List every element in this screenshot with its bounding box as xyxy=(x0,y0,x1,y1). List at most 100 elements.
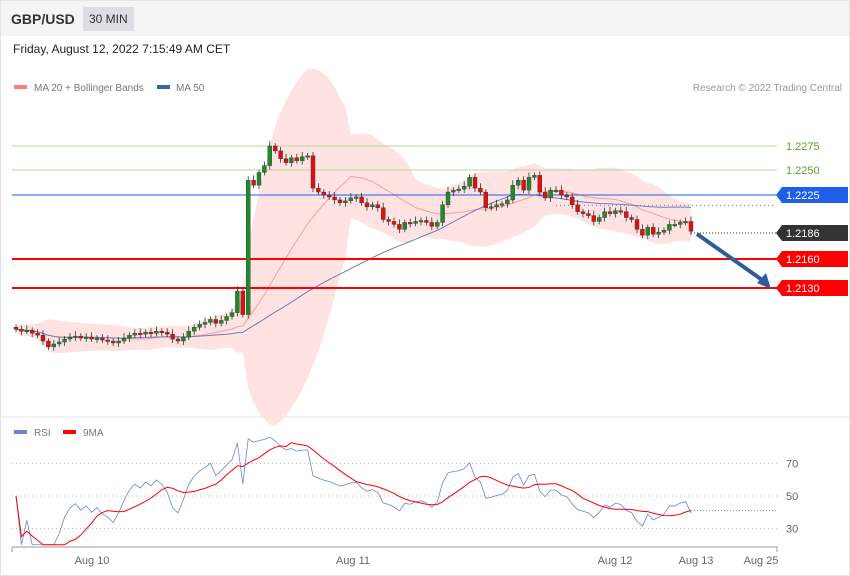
candle-bullish xyxy=(94,337,100,340)
candle-bearish xyxy=(332,196,337,201)
timeframe-button[interactable]: 30 MIN xyxy=(83,7,134,31)
candle-bearish xyxy=(386,219,391,222)
candle-bearish xyxy=(327,194,332,198)
candle-bearish xyxy=(40,334,46,342)
candle-bearish xyxy=(472,177,478,189)
candle-bullish xyxy=(229,312,235,317)
header-bar: GBP/USD 30 MIN xyxy=(1,1,849,36)
candle-bullish xyxy=(661,230,667,233)
candle-bullish xyxy=(305,155,310,158)
time-axis-label: Aug 10 xyxy=(75,555,110,567)
candle-bearish xyxy=(310,155,316,189)
last-price-label: 1.2186 xyxy=(786,228,820,240)
candle-bullish xyxy=(154,331,159,334)
candle-bullish xyxy=(402,222,407,230)
rsi-legend-swatch xyxy=(14,430,27,434)
rsi-panel: 70 50 30 xyxy=(12,436,798,546)
candle-bullish xyxy=(435,222,440,227)
candle-bearish xyxy=(634,219,640,230)
resistance-label: 1.2275 xyxy=(786,141,820,153)
candle-bullish xyxy=(418,220,424,223)
time-axis-label: Aug 25 xyxy=(744,555,779,567)
candle-bearish xyxy=(359,196,364,204)
candle-bearish xyxy=(19,329,24,332)
candle-bullish xyxy=(289,157,294,163)
candle-bearish xyxy=(278,150,283,159)
candle-bearish xyxy=(559,189,564,196)
candle-bearish xyxy=(13,327,19,330)
candle-bearish xyxy=(78,335,84,339)
candle-bullish xyxy=(127,334,132,339)
candle-bullish xyxy=(645,227,650,236)
candle-bearish xyxy=(175,338,181,342)
levels: 1.2275 1.2250 1.2225 1.2186 1.2160 1.2130 xyxy=(12,141,848,296)
candle-bearish xyxy=(537,175,542,193)
candle-bearish xyxy=(586,213,591,216)
candle-bearish xyxy=(89,336,94,340)
candle-bullish xyxy=(300,156,305,161)
rsi-ma-legend-swatch xyxy=(63,430,76,434)
candle-bullish xyxy=(224,316,229,321)
candle-bullish xyxy=(451,189,456,193)
time-axis: Aug 10 Aug 11 Aug 12 Aug 13 Aug 25 xyxy=(11,546,779,567)
time-axis-label: Aug 11 xyxy=(336,555,370,567)
candle-bearish xyxy=(429,222,434,227)
candle-bullish xyxy=(83,336,89,339)
candle-bearish xyxy=(629,217,634,220)
candle-bearish xyxy=(651,227,656,235)
candle-bearish xyxy=(148,332,154,334)
forecast-arrow-head xyxy=(757,273,771,289)
candle-bullish xyxy=(181,336,186,342)
candle-bearish xyxy=(375,204,380,208)
candle-bearish xyxy=(294,157,299,161)
candle-bearish xyxy=(640,229,645,236)
candle-bullish xyxy=(121,337,127,342)
candle-bearish xyxy=(381,207,386,220)
forecast-arrow-shaft xyxy=(695,232,767,284)
candle-bearish xyxy=(100,337,105,341)
candle-bearish xyxy=(251,180,256,186)
candle-bearish xyxy=(170,333,175,340)
candle-bullish xyxy=(354,196,359,199)
candle-bullish xyxy=(440,204,445,223)
candle-bullish xyxy=(24,330,29,332)
candle-bearish xyxy=(688,221,694,232)
candle-bearish xyxy=(424,220,429,223)
candle-bearish xyxy=(570,196,575,206)
resistance-label: 1.2250 xyxy=(786,165,820,177)
candle-bullish xyxy=(143,332,148,335)
candle-bullish xyxy=(597,217,602,222)
candle-bearish xyxy=(543,191,548,199)
rsi-ma-legend-label: 9MA xyxy=(83,428,104,439)
candle-bullish xyxy=(51,343,56,348)
candle-bearish xyxy=(624,211,629,218)
candle-bullish xyxy=(245,180,251,315)
candle-bullish xyxy=(494,204,499,207)
candle-bullish xyxy=(613,210,618,214)
candle-bullish xyxy=(132,332,138,336)
candle-bearish xyxy=(397,224,402,230)
copyright: Research © 2022 Trading Central xyxy=(693,83,842,94)
candle-bullish xyxy=(218,320,224,324)
candle-bullish xyxy=(672,224,677,227)
last-price-tag xyxy=(776,225,848,241)
candles xyxy=(13,141,771,351)
candle-bullish xyxy=(73,335,78,338)
candle-bullish xyxy=(683,221,688,224)
candle-bearish xyxy=(273,145,278,152)
candle-bullish xyxy=(462,185,467,190)
candle-bullish xyxy=(445,191,451,205)
symbol-title: GBP/USD xyxy=(11,11,75,27)
candle-bullish xyxy=(197,324,202,328)
candle-bearish xyxy=(478,187,483,193)
rsi-tick-label: 50 xyxy=(786,491,798,503)
candle-bullish xyxy=(62,338,67,343)
candle-bearish xyxy=(159,331,165,333)
candle-bullish xyxy=(467,177,472,187)
ma50-legend-swatch xyxy=(157,85,170,89)
support-price-label: 1.2160 xyxy=(786,254,820,266)
candle-bullish xyxy=(256,172,262,186)
candle-bearish xyxy=(105,339,111,342)
